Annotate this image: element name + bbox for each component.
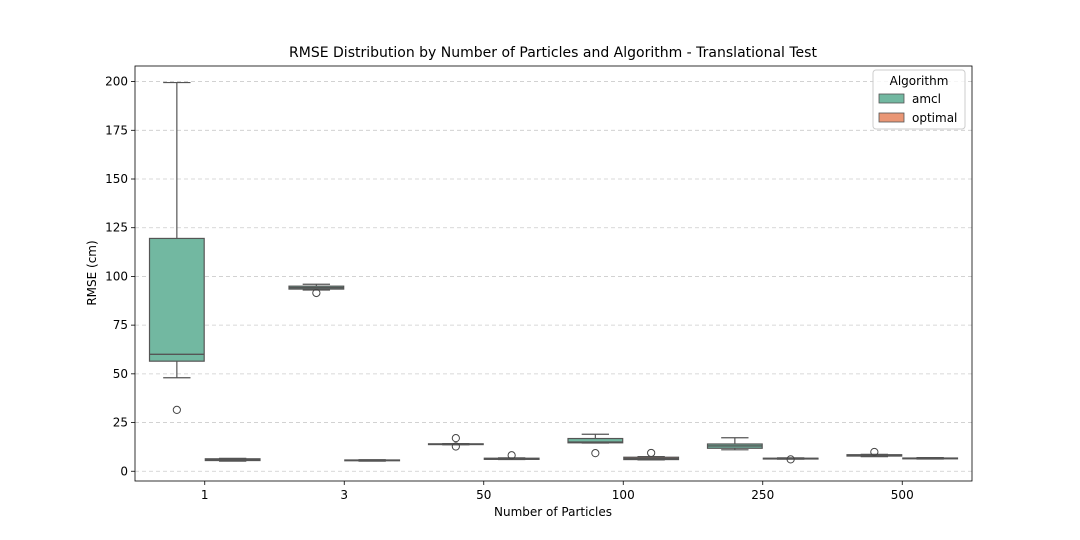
x-tick-label: 3	[340, 488, 348, 502]
box-optimal-3	[344, 459, 401, 462]
outlier-point	[451, 442, 460, 451]
y-tick-label: 25	[113, 416, 128, 430]
box-body	[148, 237, 205, 362]
outlier-point	[786, 455, 795, 464]
x-tick-label: 250	[751, 488, 774, 502]
box-optimal-250	[762, 455, 819, 464]
y-grid	[135, 81, 972, 472]
box-amcl-3	[288, 283, 345, 298]
legend-title: Algorithm	[890, 74, 949, 88]
boxes-layer	[148, 81, 959, 464]
x-tick-label: 500	[891, 488, 914, 502]
chart-title: RMSE Distribution by Number of Particles…	[289, 45, 817, 61]
box-optimal-1	[204, 457, 261, 462]
box-body	[567, 437, 624, 444]
outlier-point	[647, 448, 656, 458]
box-amcl-100	[567, 433, 624, 458]
y-axis-label: RMSE (cm)	[85, 240, 99, 305]
box-amcl-250	[706, 437, 763, 451]
box-optimal-50	[483, 451, 540, 461]
outlier-point	[312, 288, 321, 298]
box-optimal-100	[623, 448, 680, 461]
box-amcl-50	[427, 434, 484, 451]
x-tick-label: 50	[476, 488, 491, 502]
legend-label-amcl: amcl	[912, 92, 941, 106]
y-tick-label: 175	[105, 123, 128, 137]
outlier-point	[591, 449, 600, 458]
legend-swatch-optimal	[878, 112, 905, 123]
y-tick-label: 50	[113, 367, 128, 381]
plot-frame	[134, 65, 973, 482]
outlier-point	[870, 447, 879, 457]
y-tick-label: 200	[105, 75, 128, 89]
y-tick-label: 75	[113, 318, 128, 332]
y-tick-label: 100	[105, 269, 128, 283]
x-axis: 1 3 50 100 250 500	[201, 481, 914, 502]
y-tick-label: 150	[105, 172, 128, 186]
x-tick-label: 100	[612, 488, 635, 502]
y-axis: 0 25 50 75 100 125 150 175 200	[105, 75, 135, 478]
outlier-point	[451, 434, 460, 443]
outlier-point	[172, 405, 181, 414]
y-tick-label: 125	[105, 221, 128, 235]
legend-label-optimal: optimal	[912, 111, 957, 125]
y-tick-label: 0	[120, 464, 128, 478]
outlier-point	[507, 451, 516, 460]
box-amcl-500	[846, 447, 903, 458]
x-tick-label: 1	[201, 488, 209, 502]
legend-swatch-amcl	[878, 93, 905, 104]
box-optimal-500	[902, 457, 959, 460]
legend: Algorithm amcl optimal	[872, 69, 966, 130]
x-axis-label: Number of Particles	[494, 505, 612, 519]
box-amcl-1	[148, 81, 205, 414]
